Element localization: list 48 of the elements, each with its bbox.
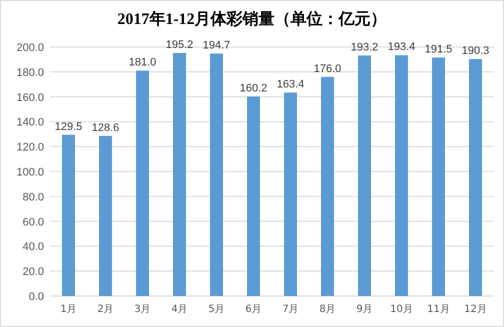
- data-label: 193.4: [388, 41, 416, 54]
- x-tick-label: 5月: [208, 304, 225, 315]
- x-tick-label: 10月: [390, 304, 413, 315]
- bar: [99, 136, 112, 296]
- bar: [247, 96, 260, 296]
- x-tick-label: 8月: [319, 304, 336, 315]
- x-tick-label: 2月: [97, 304, 114, 315]
- y-tick-label: 120.0: [16, 142, 44, 154]
- bar: [358, 55, 371, 296]
- y-tick-label: 40.0: [22, 241, 44, 254]
- y-tick-label: 140.0: [16, 116, 44, 129]
- x-tick-label: 3月: [134, 304, 151, 315]
- bar: [469, 59, 482, 296]
- data-label: 195.2: [166, 38, 194, 51]
- x-tick-label: 11月: [427, 304, 450, 315]
- x-tick-label: 12月: [464, 304, 487, 315]
- data-label: 129.5: [54, 120, 82, 133]
- y-tick-label: 60.0: [22, 216, 44, 228]
- data-label: 193.2: [350, 41, 378, 54]
- bar: [62, 134, 75, 296]
- y-tick-label: 200.0: [16, 42, 44, 54]
- y-tick-label: 80.0: [22, 191, 44, 204]
- y-tick-label: 20.0: [22, 266, 44, 278]
- data-label: 191.5: [424, 44, 452, 56]
- x-tick-label: 6月: [245, 304, 262, 315]
- y-tick-label: 0.0: [28, 291, 44, 303]
- bar: [136, 70, 149, 296]
- data-label: 128.6: [92, 122, 120, 134]
- y-tick-label: 160.0: [16, 92, 44, 104]
- x-tick-label: 9月: [356, 304, 373, 315]
- bar: [321, 76, 334, 296]
- x-tick-label: 7月: [282, 304, 299, 315]
- data-label: 160.2: [240, 82, 268, 95]
- y-tick-label: 180.0: [16, 66, 44, 79]
- data-label: 194.7: [202, 40, 230, 52]
- chart-title: 2017年1-12月体彩销量（单位：亿元）: [117, 10, 387, 28]
- bar: [284, 92, 297, 296]
- data-label: 190.3: [462, 45, 490, 58]
- bar: [210, 54, 223, 296]
- y-tick-label: 100.0: [16, 166, 44, 178]
- bar: [395, 55, 408, 296]
- data-label: 163.4: [276, 78, 304, 91]
- x-tick-label: 1月: [60, 304, 77, 315]
- bar: [432, 58, 445, 296]
- bar: [173, 52, 186, 296]
- data-label: 181.0: [128, 56, 156, 69]
- x-tick-label: 4月: [171, 304, 188, 315]
- data-label: 176.0: [314, 62, 342, 75]
